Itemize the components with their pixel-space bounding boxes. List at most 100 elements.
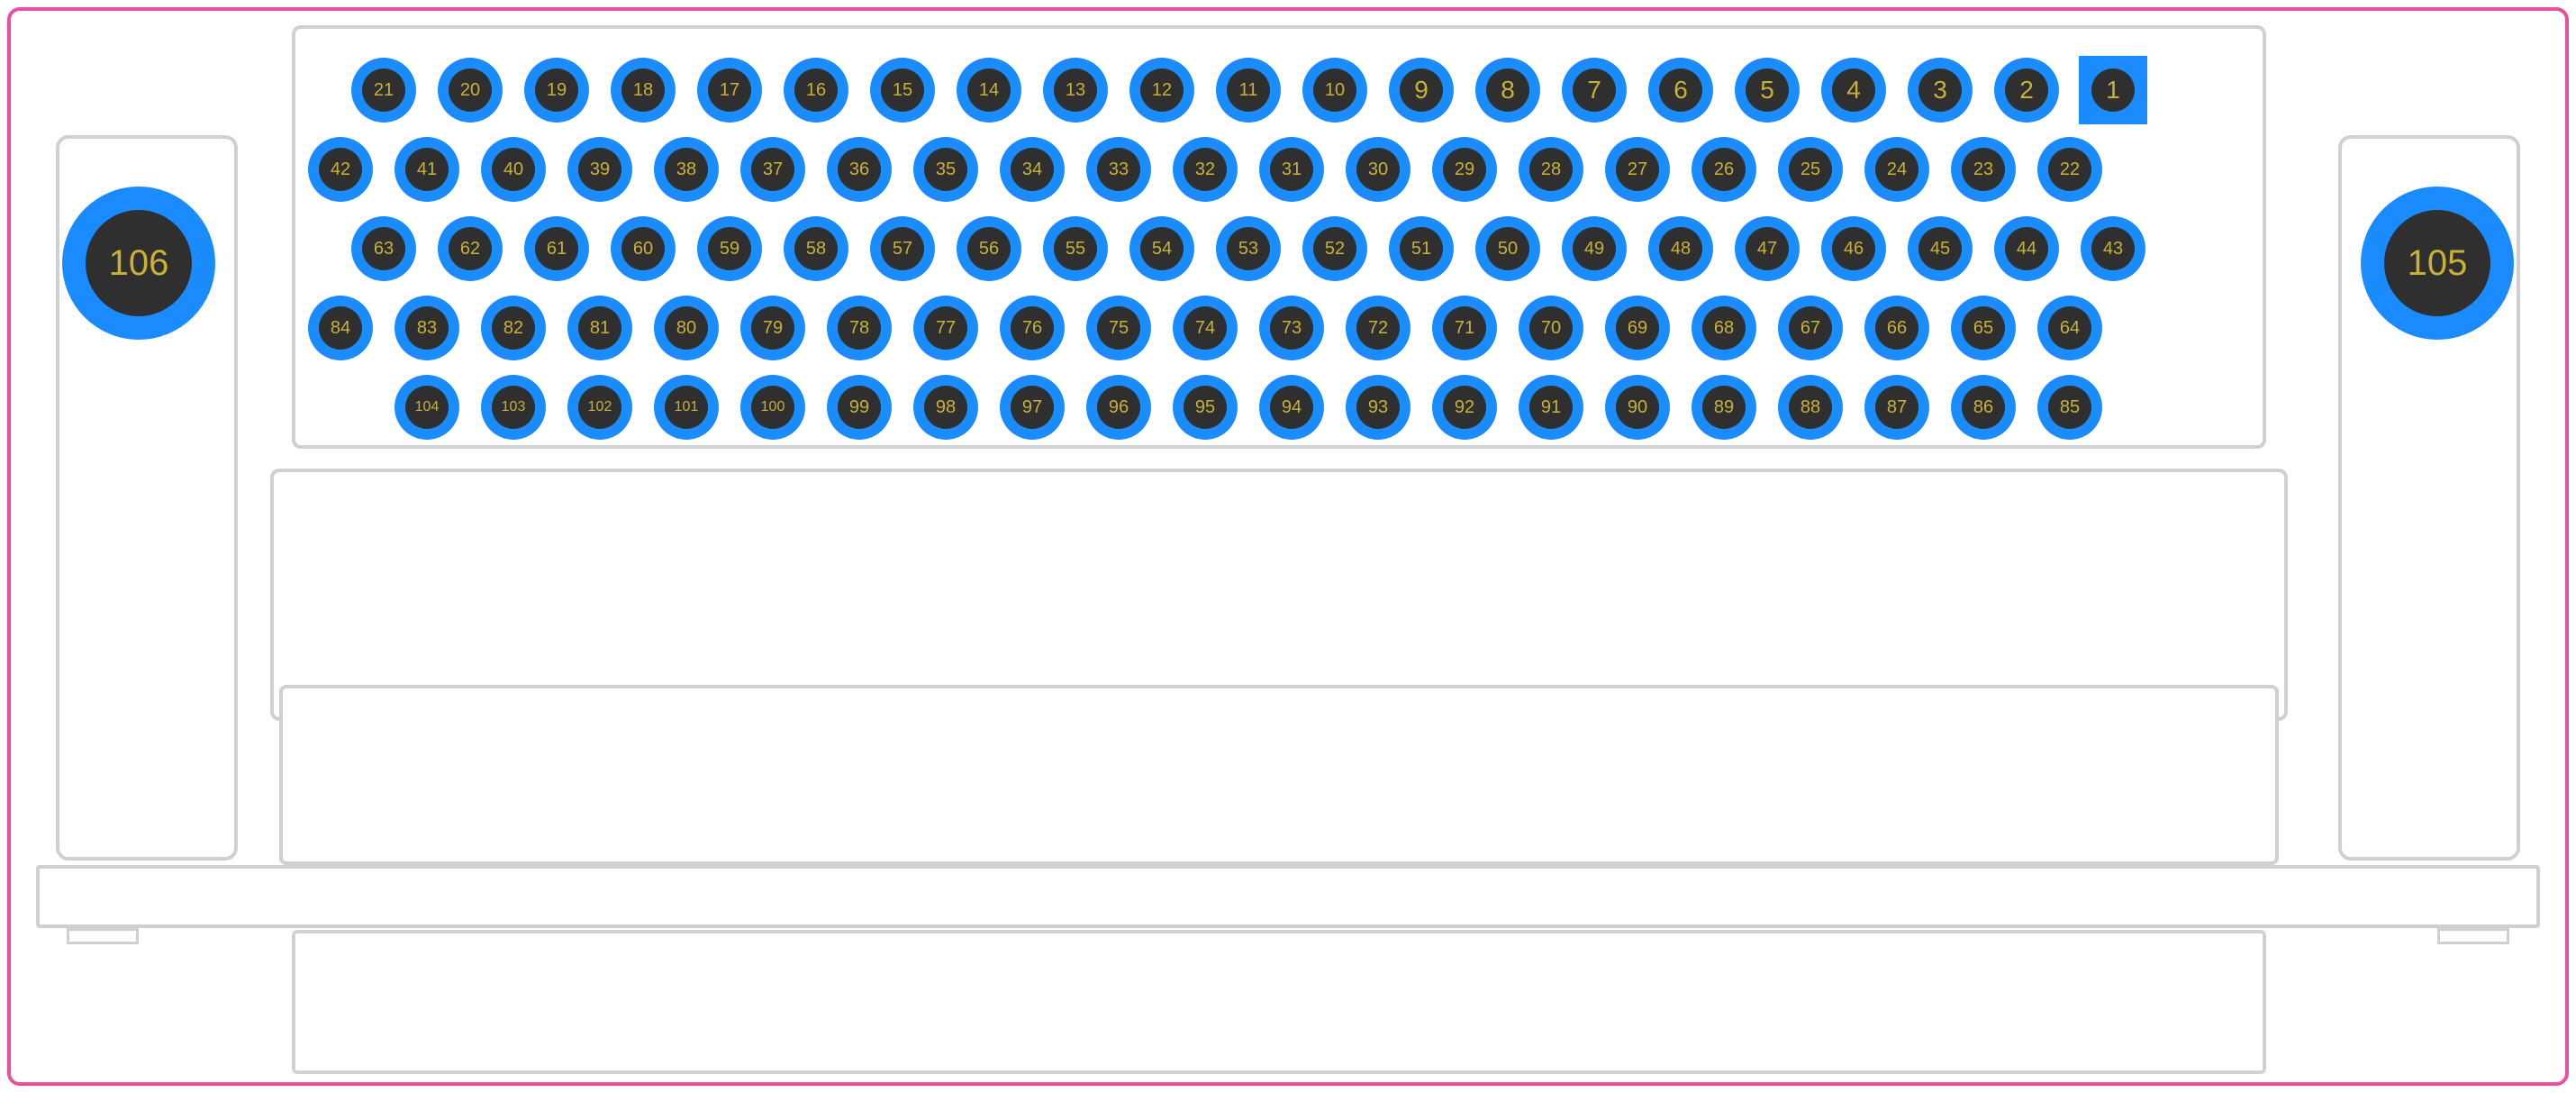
pin-43: 43 [2081, 216, 2145, 281]
pin-label: 19 [547, 80, 567, 101]
pin-label: 28 [1541, 159, 1561, 180]
pin-19: 19 [524, 58, 589, 123]
pin-8: 8 [1475, 58, 1540, 123]
pin-label: 87 [1887, 397, 1907, 418]
pin-68: 68 [1692, 296, 1756, 360]
pin-label: 78 [849, 318, 869, 339]
pin-22: 22 [2037, 137, 2102, 202]
pin-11: 11 [1216, 58, 1281, 123]
pin-18: 18 [611, 58, 676, 123]
body-outline [36, 865, 2540, 928]
pin-29: 29 [1432, 137, 1497, 202]
pin-label: 66 [1887, 318, 1907, 339]
pin-56: 56 [957, 216, 1021, 281]
pin-1: 1 [2081, 58, 2145, 123]
pin-59: 59 [697, 216, 762, 281]
pin-17: 17 [697, 58, 762, 123]
pin-23: 23 [1951, 137, 2016, 202]
pin-94: 94 [1259, 375, 1324, 440]
mounting-hole-106: 106 [62, 187, 215, 340]
pin-label: 42 [331, 159, 350, 180]
pin-86: 86 [1951, 375, 2016, 440]
pin-81: 81 [567, 296, 632, 360]
pin-label: 23 [1973, 159, 1993, 180]
pin-102: 102 [567, 375, 632, 440]
body-outline [2437, 928, 2509, 944]
pin-77: 77 [913, 296, 978, 360]
pin-89: 89 [1692, 375, 1756, 440]
pin-label: 103 [502, 399, 526, 415]
pin-label: 73 [1282, 318, 1302, 339]
pin-99: 99 [827, 375, 892, 440]
pin-52: 52 [1302, 216, 1367, 281]
pin-label: 3 [1933, 76, 1947, 105]
pin-21: 21 [351, 58, 416, 123]
pin-31: 31 [1259, 137, 1324, 202]
pin-label: 44 [2017, 239, 2036, 260]
pin-53: 53 [1216, 216, 1281, 281]
pin-label: 65 [1973, 318, 1993, 339]
pin-65: 65 [1951, 296, 2016, 360]
pin-label: 75 [1109, 318, 1129, 339]
pin-label: 68 [1714, 318, 1734, 339]
pin-label: 93 [1368, 397, 1388, 418]
pin-50: 50 [1475, 216, 1540, 281]
pin-label: 62 [460, 239, 480, 260]
pin-label: 26 [1714, 159, 1734, 180]
pin-32: 32 [1173, 137, 1238, 202]
pin-label: 56 [979, 239, 999, 260]
pin-label: 97 [1022, 397, 1042, 418]
pin-label: 55 [1066, 239, 1085, 260]
pin-label: 57 [893, 239, 912, 260]
pin-25: 25 [1778, 137, 1843, 202]
pin-label: 51 [1411, 239, 1431, 260]
pin-46: 46 [1821, 216, 1886, 281]
pin-75: 75 [1086, 296, 1151, 360]
pin-24: 24 [1864, 137, 1929, 202]
pin-63: 63 [351, 216, 416, 281]
pin-label: 21 [374, 80, 394, 101]
pin-64: 64 [2037, 296, 2102, 360]
pin-36: 36 [827, 137, 892, 202]
pin-label: 18 [633, 80, 653, 101]
pin-label: 82 [503, 318, 523, 339]
pin-76: 76 [1000, 296, 1065, 360]
pin-95: 95 [1173, 375, 1238, 440]
pin-101: 101 [654, 375, 719, 440]
pin-30: 30 [1346, 137, 1410, 202]
mounting-hole-105: 105 [2361, 187, 2514, 340]
pin-7: 7 [1562, 58, 1627, 123]
pin-26: 26 [1692, 137, 1756, 202]
pin-54: 54 [1129, 216, 1194, 281]
pin-label: 37 [763, 159, 783, 180]
pin-38: 38 [654, 137, 719, 202]
pin-58: 58 [784, 216, 848, 281]
pin-label: 85 [2060, 397, 2080, 418]
pin-79: 79 [740, 296, 805, 360]
pin-6: 6 [1648, 58, 1713, 123]
pin-5: 5 [1735, 58, 1800, 123]
pin-90: 90 [1605, 375, 1670, 440]
pin-label: 69 [1628, 318, 1647, 339]
pin-98: 98 [913, 375, 978, 440]
pin-39: 39 [567, 137, 632, 202]
pin-label: 50 [1498, 239, 1518, 260]
pin-9: 9 [1389, 58, 1454, 123]
pin-label: 92 [1455, 397, 1474, 418]
pin-label: 5 [1760, 76, 1774, 105]
pin-label: 54 [1152, 239, 1172, 260]
pin-33: 33 [1086, 137, 1151, 202]
pin-67: 67 [1778, 296, 1843, 360]
pin-57: 57 [870, 216, 935, 281]
pin-label: 100 [761, 399, 785, 415]
pin-label: 36 [849, 159, 869, 180]
pin-4: 4 [1821, 58, 1886, 123]
pin-label: 95 [1195, 397, 1215, 418]
pin-label: 63 [374, 239, 394, 260]
pin-label: 94 [1282, 397, 1302, 418]
mounting-hole-label: 106 [109, 243, 169, 284]
pin-label: 81 [590, 318, 610, 339]
pin-16: 16 [784, 58, 848, 123]
pin-label: 71 [1455, 318, 1474, 339]
pin-73: 73 [1259, 296, 1324, 360]
